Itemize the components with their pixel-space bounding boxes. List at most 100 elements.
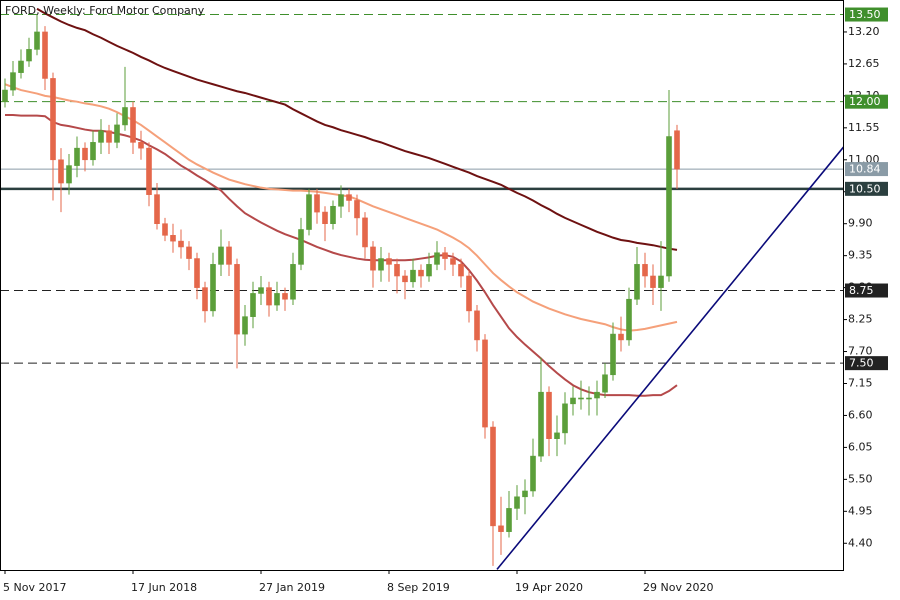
candle-body xyxy=(186,246,192,259)
candle-body xyxy=(130,107,136,143)
level-label: 12.00 xyxy=(849,95,881,108)
plot-area xyxy=(1,7,843,570)
candle-body xyxy=(530,455,536,492)
level-box xyxy=(845,7,888,22)
candle-body xyxy=(394,264,400,277)
candle-body xyxy=(370,246,376,271)
x-tick-label: 19 Apr 2020 xyxy=(515,581,583,594)
candle-body xyxy=(658,275,664,288)
candle-body xyxy=(602,374,608,393)
candle-body xyxy=(642,264,648,277)
candle-body xyxy=(210,264,216,312)
candle-body xyxy=(82,147,88,161)
candle-body xyxy=(242,316,248,335)
candle-body xyxy=(290,264,296,300)
candle-body xyxy=(346,194,352,201)
candle-body xyxy=(10,72,16,91)
candle-body xyxy=(562,403,568,434)
candle-body xyxy=(226,246,232,265)
level-label: 7.50 xyxy=(849,357,874,370)
candle-body xyxy=(474,310,480,341)
candle-body xyxy=(586,397,592,400)
x-tick-label: 8 Sep 2019 xyxy=(387,581,450,594)
candle-body xyxy=(618,333,624,341)
x-tick-label: 29 Nov 2020 xyxy=(643,581,713,594)
candle-body xyxy=(666,136,672,277)
plot-frame xyxy=(0,0,844,571)
y-tick-label: 4.40 xyxy=(848,536,873,549)
level-box xyxy=(845,283,888,298)
y-tick-label: 12.65 xyxy=(848,57,880,70)
candle-body xyxy=(522,490,528,498)
candle-body xyxy=(42,31,48,79)
candle-body xyxy=(594,391,600,399)
candle-body xyxy=(354,200,360,219)
candle-body xyxy=(218,246,224,265)
y-tick-label: 9.35 xyxy=(848,249,873,262)
candle-body xyxy=(330,205,336,225)
level-box xyxy=(845,162,888,177)
candle-body xyxy=(146,147,152,195)
candle-body xyxy=(362,217,368,248)
candle-body xyxy=(250,293,256,317)
candle-body xyxy=(2,89,8,102)
candle-body xyxy=(466,275,472,312)
y-tick-label: 13.20 xyxy=(848,25,880,38)
candle-body xyxy=(194,258,200,288)
candle-body xyxy=(418,269,424,277)
candle-body xyxy=(258,287,264,294)
candle-body xyxy=(482,339,488,428)
candle-body xyxy=(202,287,208,312)
candle-body xyxy=(162,223,168,236)
candle-body xyxy=(66,165,72,184)
candle-body xyxy=(234,264,240,335)
candle-body xyxy=(282,293,288,300)
candle-body xyxy=(570,397,576,405)
y-tick-label: 4.95 xyxy=(848,504,873,517)
y-tick-label: 8.25 xyxy=(848,313,873,326)
candle-body xyxy=(274,293,280,306)
y-tick-label: 7.70 xyxy=(848,345,873,358)
candle-body xyxy=(578,397,584,400)
candle-body xyxy=(170,235,176,242)
y-tick-label: 6.60 xyxy=(848,408,873,421)
candle-body xyxy=(434,252,440,265)
y-tick-label: 5.50 xyxy=(848,472,873,485)
candle-body xyxy=(322,211,328,225)
candle-body xyxy=(114,124,120,143)
candle-body xyxy=(498,525,504,532)
candle-body xyxy=(610,333,616,376)
candle-body xyxy=(314,194,320,213)
candle-body xyxy=(650,275,656,288)
level-box xyxy=(845,94,888,109)
candle-body xyxy=(106,130,112,143)
x-tick-label: 5 Nov 2017 xyxy=(3,581,66,594)
candle-body xyxy=(514,496,520,509)
candle-body xyxy=(554,432,560,439)
candle-body xyxy=(674,130,680,170)
candle-body xyxy=(18,60,24,73)
candle-body xyxy=(298,229,304,265)
level-box xyxy=(845,356,888,371)
candle-body xyxy=(122,107,128,126)
candle-body xyxy=(138,142,144,149)
candle-body xyxy=(442,252,448,259)
candle-body xyxy=(402,275,408,283)
candle-body xyxy=(490,426,496,527)
candle-body xyxy=(458,264,464,277)
moving-average xyxy=(36,7,678,251)
candle-body xyxy=(426,264,432,277)
level-label: 10.50 xyxy=(849,182,881,195)
trendline xyxy=(496,146,843,570)
y-tick-label: 9.90 xyxy=(848,217,873,230)
level-label: 10.84 xyxy=(849,163,881,176)
candle-body xyxy=(50,78,56,161)
y-tick-label: 7.15 xyxy=(848,376,873,389)
level-label: 8.75 xyxy=(849,284,874,297)
candle-body xyxy=(266,287,272,306)
candle-body xyxy=(178,240,184,248)
level-box xyxy=(845,181,888,196)
candle-body xyxy=(634,264,640,300)
